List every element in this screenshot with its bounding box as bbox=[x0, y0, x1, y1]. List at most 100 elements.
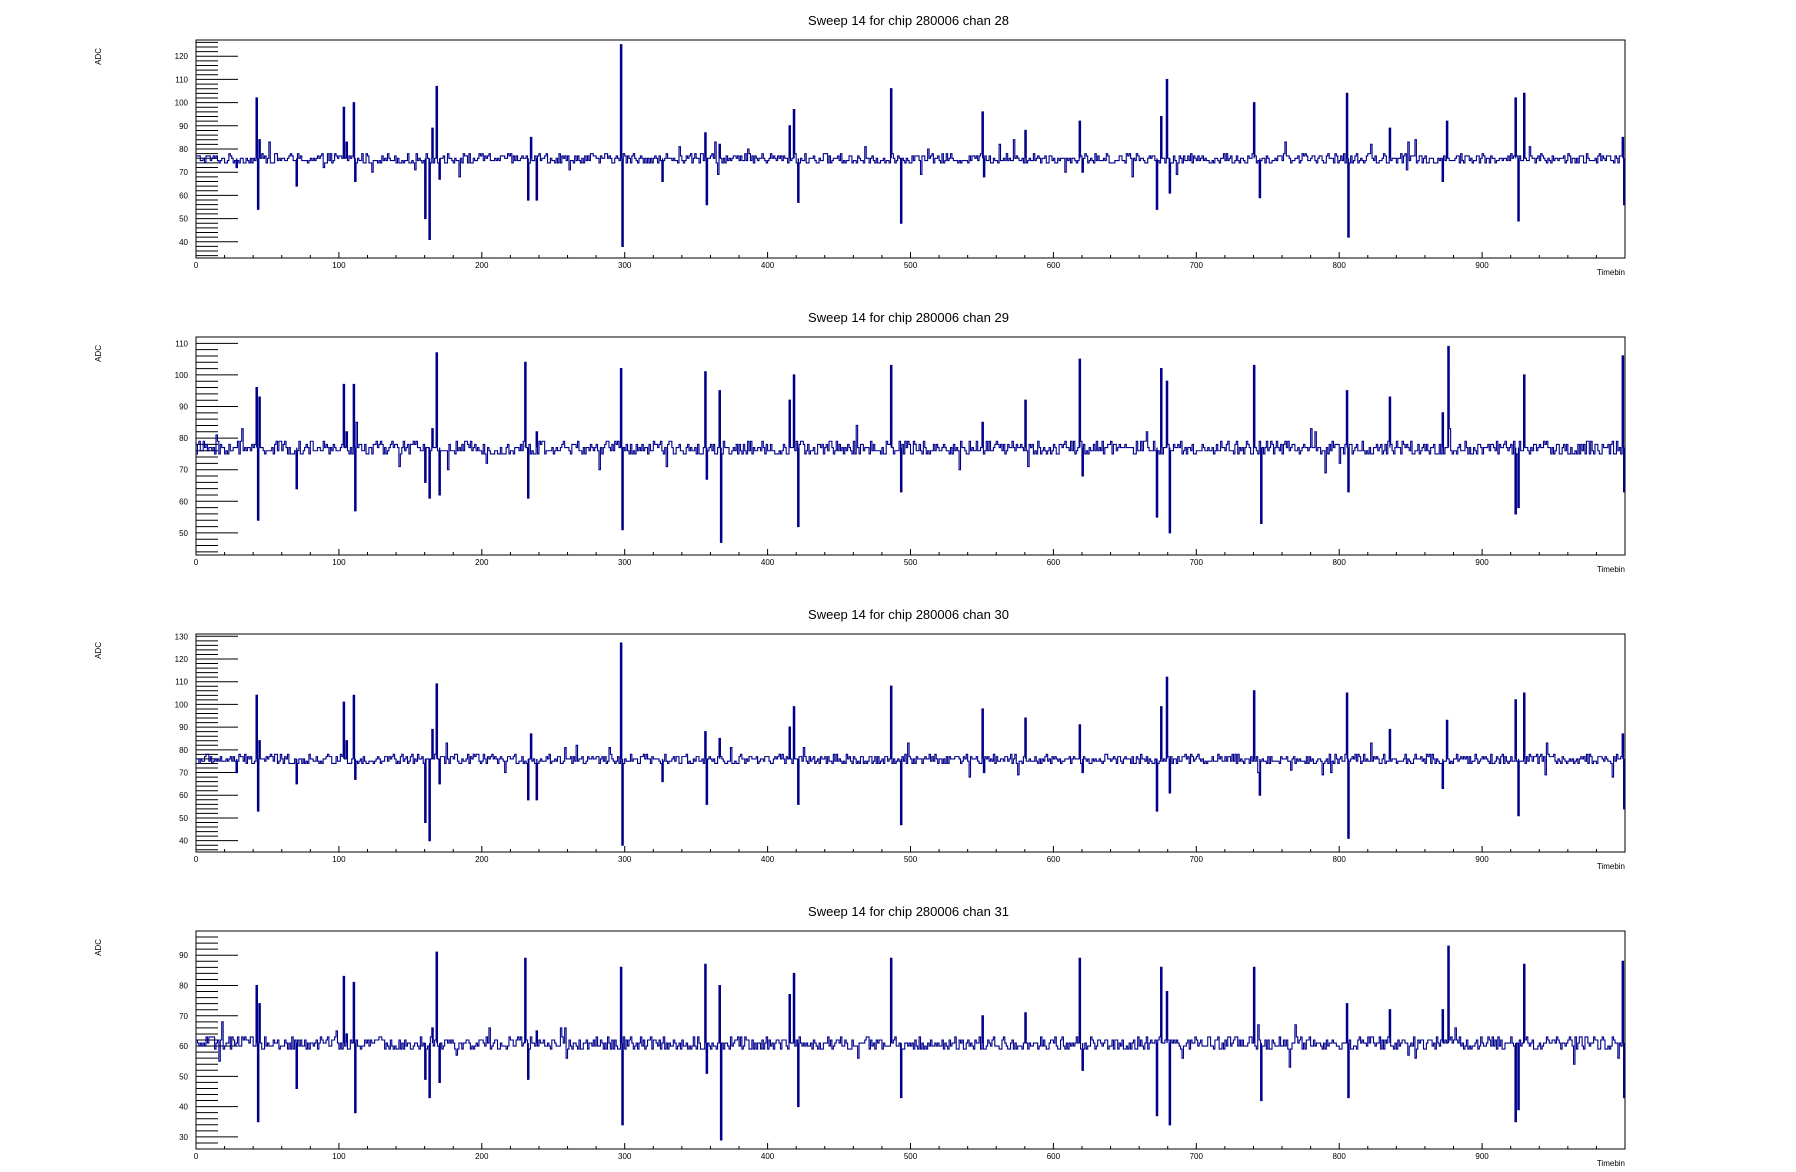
x-axis-ticks bbox=[195, 1143, 1626, 1149]
x-tick-label: 600 bbox=[1047, 1152, 1061, 1161]
x-tick-label: 100 bbox=[332, 1152, 346, 1161]
y-tick-label: 110 bbox=[175, 339, 188, 348]
chart-title: Sweep 14 for chip 280006 chan 29 bbox=[808, 310, 1009, 325]
x-tick-label: 600 bbox=[1047, 558, 1061, 567]
adc-trace bbox=[196, 945, 1625, 1141]
y-tick-label: 90 bbox=[179, 723, 188, 732]
x-tick-label: 300 bbox=[618, 1152, 632, 1161]
y-tick-label: 50 bbox=[179, 1072, 188, 1081]
x-tick-label: 800 bbox=[1333, 1152, 1347, 1161]
x-tick-label: 0 bbox=[194, 855, 199, 864]
x-tick-label: 400 bbox=[761, 261, 775, 270]
y-tick-label: 40 bbox=[179, 238, 188, 247]
x-tick-label: 0 bbox=[194, 558, 199, 567]
chart-panel-3: Sweep 14 for chip 280006 chan 30 ADC Timeb… bbox=[94, 607, 1626, 871]
y-tick-label: 100 bbox=[175, 700, 189, 709]
y-tick-label: 50 bbox=[179, 814, 188, 823]
y-tick-label: 80 bbox=[179, 982, 188, 991]
x-tick-label: 0 bbox=[194, 1152, 199, 1161]
x-axis-ticks bbox=[195, 549, 1626, 555]
x-tick-label: 200 bbox=[475, 558, 489, 567]
y-tick-label: 50 bbox=[179, 529, 188, 538]
y-tick-label: 100 bbox=[175, 99, 189, 108]
x-tick-label: 0 bbox=[194, 261, 199, 270]
x-tick-label: 200 bbox=[475, 1152, 489, 1161]
y-tick-label: 80 bbox=[179, 145, 188, 154]
x-tick-label: 500 bbox=[904, 855, 918, 864]
x-tick-label: 100 bbox=[332, 558, 346, 567]
y-tick-label: 30 bbox=[179, 1133, 188, 1142]
y-axis-label: ADC bbox=[94, 642, 103, 659]
x-axis-label: Timebin bbox=[1597, 268, 1625, 277]
x-tick-label: 100 bbox=[332, 261, 346, 270]
y-tick-label: 70 bbox=[179, 769, 188, 778]
y-tick-label: 40 bbox=[179, 1103, 188, 1112]
chart-panel-1: Sweep 14 for chip 280006 chan 28 ADC Timeb… bbox=[94, 13, 1626, 277]
y-tick-label: 130 bbox=[175, 632, 189, 641]
x-tick-label: 300 bbox=[618, 261, 632, 270]
y-tick-label: 60 bbox=[179, 497, 188, 506]
x-tick-label: 400 bbox=[761, 1152, 775, 1161]
x-tick-label: 900 bbox=[1475, 855, 1489, 864]
y-tick-label: 90 bbox=[179, 951, 188, 960]
x-tick-label: 100 bbox=[332, 855, 346, 864]
chart-title: Sweep 14 for chip 280006 chan 31 bbox=[808, 904, 1009, 919]
y-axis-ticks bbox=[196, 41, 238, 257]
y-tick-label: 120 bbox=[175, 655, 189, 664]
x-tick-label: 400 bbox=[761, 855, 775, 864]
adc-trace bbox=[196, 642, 1625, 846]
y-tick-label: 70 bbox=[179, 466, 188, 475]
y-tick-label: 60 bbox=[179, 791, 188, 800]
x-tick-label: 300 bbox=[618, 558, 632, 567]
x-tick-label: 200 bbox=[475, 261, 489, 270]
x-tick-label: 900 bbox=[1475, 558, 1489, 567]
y-tick-label: 80 bbox=[179, 434, 188, 443]
x-tick-label: 400 bbox=[761, 558, 775, 567]
y-tick-label: 70 bbox=[179, 1012, 188, 1021]
y-axis-label: ADC bbox=[94, 48, 103, 65]
x-tick-label: 900 bbox=[1475, 261, 1489, 270]
y-tick-label: 40 bbox=[179, 837, 188, 846]
y-tick-label: 50 bbox=[179, 215, 188, 224]
x-tick-label: 700 bbox=[1190, 261, 1204, 270]
y-axis-label: ADC bbox=[94, 345, 103, 362]
x-tick-label: 500 bbox=[904, 261, 918, 270]
x-axis-label: Timebin bbox=[1597, 862, 1625, 871]
y-tick-label: 90 bbox=[179, 122, 188, 131]
x-axis-ticks bbox=[195, 846, 1626, 852]
x-tick-label: 500 bbox=[904, 1152, 918, 1161]
x-tick-label: 800 bbox=[1333, 261, 1347, 270]
x-tick-label: 800 bbox=[1333, 855, 1347, 864]
y-axis-ticks bbox=[196, 635, 238, 851]
x-tick-label: 700 bbox=[1190, 1152, 1204, 1161]
x-axis-label: Timebin bbox=[1597, 565, 1625, 574]
x-tick-label: 200 bbox=[475, 855, 489, 864]
adc-trace bbox=[196, 345, 1625, 543]
x-tick-label: 900 bbox=[1475, 1152, 1489, 1161]
adc-trace bbox=[196, 44, 1625, 247]
y-tick-label: 70 bbox=[179, 168, 188, 177]
y-tick-label: 90 bbox=[179, 403, 188, 412]
x-axis-ticks bbox=[195, 252, 1626, 258]
y-tick-label: 110 bbox=[175, 75, 188, 84]
chart-title: Sweep 14 for chip 280006 chan 30 bbox=[808, 607, 1009, 622]
x-tick-label: 600 bbox=[1047, 855, 1061, 864]
x-tick-label: 700 bbox=[1190, 855, 1204, 864]
y-tick-label: 60 bbox=[179, 1042, 188, 1051]
x-tick-label: 300 bbox=[618, 855, 632, 864]
y-tick-label: 100 bbox=[175, 371, 189, 380]
x-axis-label: Timebin bbox=[1597, 1159, 1625, 1168]
x-tick-label: 800 bbox=[1333, 558, 1347, 567]
chart-title: Sweep 14 for chip 280006 chan 28 bbox=[808, 13, 1009, 28]
x-tick-label: 500 bbox=[904, 558, 918, 567]
chart-panel-4: Sweep 14 for chip 280006 chan 31 ADC Timeb… bbox=[94, 904, 1626, 1168]
y-tick-label: 120 bbox=[175, 52, 189, 61]
x-tick-label: 700 bbox=[1190, 558, 1204, 567]
y-tick-label: 80 bbox=[179, 746, 188, 755]
x-tick-label: 600 bbox=[1047, 261, 1061, 270]
y-tick-label: 110 bbox=[175, 678, 188, 687]
y-axis-label: ADC bbox=[94, 939, 103, 956]
y-axis-ticks bbox=[196, 336, 238, 553]
